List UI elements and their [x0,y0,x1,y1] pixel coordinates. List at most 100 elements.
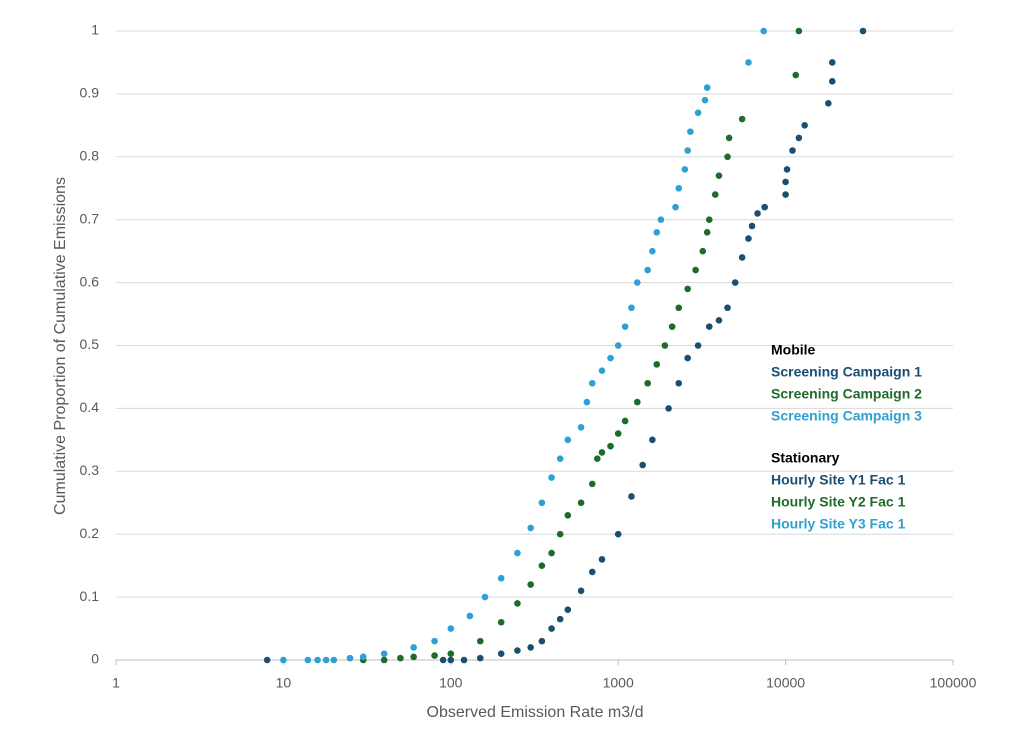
y-tick-label: 0.3 [80,462,100,478]
point [598,367,606,374]
point [684,285,691,293]
point [703,84,711,91]
point [828,59,836,66]
point [738,115,746,123]
point [431,652,438,659]
point [527,644,534,651]
point [783,166,791,173]
point [687,128,694,135]
point [431,637,438,645]
point [346,654,354,662]
point [649,247,656,255]
y-tick-label: 0.5 [80,336,100,352]
point [621,417,629,425]
point [330,656,338,664]
point [668,323,676,330]
point [476,654,484,662]
point [639,461,646,469]
y-tick-label: 0.7 [80,210,100,226]
point [556,530,564,538]
x-axis-title: Observed Emission Rate m3/d [427,704,644,721]
point [754,210,761,217]
point [556,455,564,463]
point [280,656,287,664]
point [672,203,679,211]
point [675,184,683,192]
point [577,587,585,595]
point [825,100,832,107]
point [694,109,702,117]
legend-group-title: Mobile [771,342,816,358]
point [527,524,534,532]
point [514,600,521,607]
point [724,153,731,161]
point [745,59,752,66]
point [410,644,417,651]
point [621,323,629,330]
point [548,474,555,481]
point [738,254,746,261]
point [795,27,803,35]
point [653,361,661,368]
point [701,96,709,104]
point [644,379,651,387]
point [439,656,447,664]
point [447,625,455,632]
point [644,266,651,274]
point [514,647,521,654]
point [497,618,505,626]
point [748,222,756,230]
point [527,581,534,588]
point [548,625,555,632]
point [653,228,661,236]
point [380,656,388,664]
point [715,317,723,324]
point [614,530,622,538]
x-tick-label: 10 [276,675,292,691]
point [322,656,330,664]
point [761,203,768,211]
point [657,216,665,223]
legend-group-title: Stationary [771,450,840,466]
point [577,423,585,431]
point [447,656,455,664]
point [497,574,505,582]
point [410,653,417,661]
point [607,354,614,362]
point [497,650,505,658]
point [760,27,768,35]
legend-entry: Hourly Site Y2 Fac 1 [771,494,906,510]
point [556,615,564,623]
point [859,27,867,35]
point [724,304,731,312]
point [460,656,468,664]
point [380,650,388,658]
x-tick-label: 10000 [766,675,805,691]
point [715,172,723,179]
point [711,191,719,198]
point [633,279,641,286]
point [828,78,836,85]
point [633,398,641,406]
point [782,178,789,186]
point [359,653,367,661]
point [593,455,601,463]
legend-entry: Screening Campaign 3 [771,408,922,424]
point [692,266,699,274]
point [607,442,614,450]
legend-entry: Screening Campaign 2 [771,386,922,402]
legend-entry: Screening Campaign 1 [771,364,922,380]
point [628,304,635,312]
y-tick-label: 0.1 [80,588,100,604]
y-axis-title: Cumulative Proportion of Cumulative Emis… [52,177,69,515]
y-tick-label: 0.4 [80,399,100,415]
point [675,379,683,387]
point [745,235,752,242]
point [577,499,585,507]
y-tick-label: 0.9 [80,85,100,101]
point [649,436,656,444]
y-tick-label: 0.2 [80,525,100,541]
point [681,166,689,173]
